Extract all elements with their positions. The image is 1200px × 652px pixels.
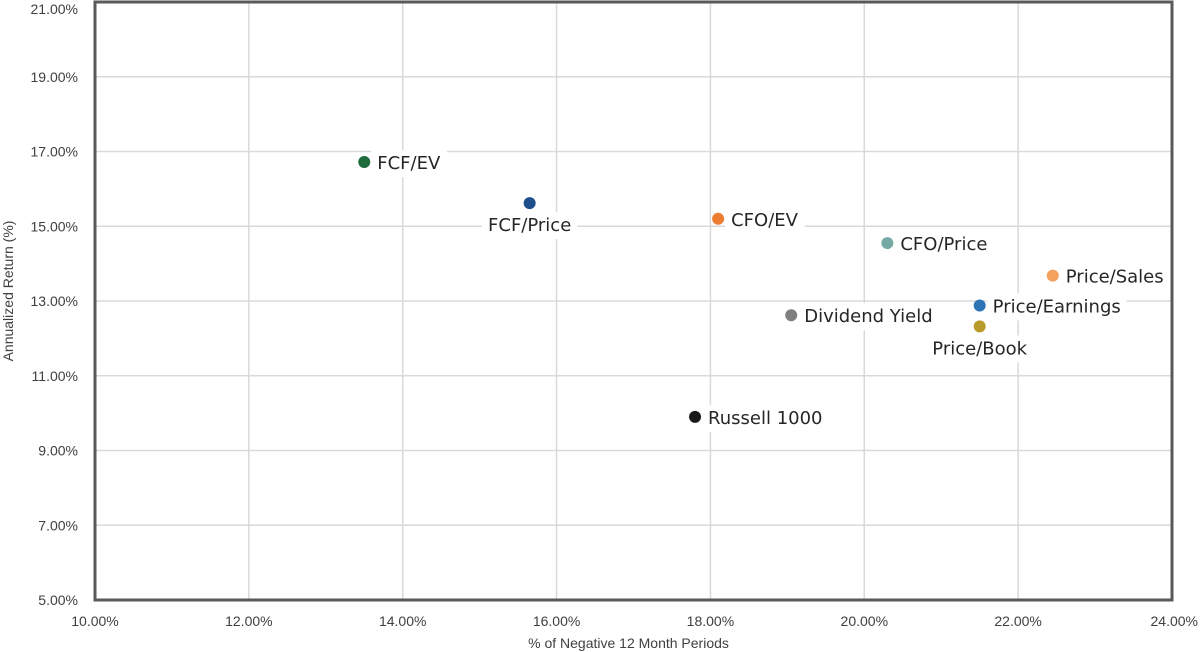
data-point: Price/Earnings — [973, 293, 1127, 321]
data-point-marker — [1046, 269, 1059, 282]
y-tick-label: 7.00% — [38, 517, 78, 533]
x-tick-label: 16.00% — [533, 613, 580, 629]
data-point: Russell 1000 — [689, 404, 829, 432]
data-point-label-background — [1059, 263, 1170, 291]
y-tick-label: 5.00% — [38, 592, 78, 608]
data-point-marker — [881, 237, 894, 250]
data-point-marker — [973, 320, 986, 333]
data-point: Price/Book — [926, 320, 1034, 363]
y-tick-label: 11.00% — [32, 368, 78, 384]
x-tick-label: 10.00% — [71, 613, 118, 629]
data-point-marker — [689, 410, 702, 423]
data-point-label: CFO/EV — [731, 210, 799, 231]
data-point-marker — [973, 299, 986, 312]
data-point: Dividend Yield — [785, 303, 939, 331]
data-point-label: Russell 1000 — [708, 408, 822, 429]
x-axis-title: % of Negative 12 Month Periods — [528, 635, 729, 651]
x-tick-label: 22.00% — [994, 613, 1041, 629]
data-point-label: Dividend Yield — [804, 306, 932, 327]
x-tick-label: 18.00% — [687, 613, 734, 629]
y-axis-title: Annualized Return (%) — [0, 221, 16, 362]
data-point-label: Price/Book — [932, 338, 1027, 359]
x-tick-label: 20.00% — [841, 613, 888, 629]
x-tick-label: 14.00% — [379, 613, 426, 629]
data-point: CFO/EV — [712, 206, 805, 234]
data-point: Price/Sales — [1046, 263, 1170, 291]
data-point-label: Price/Sales — [1066, 267, 1164, 288]
data-point-label-background — [926, 335, 1034, 363]
data-point-label-background — [986, 293, 1127, 321]
data-point: CFO/Price — [881, 231, 994, 259]
data-point: FCF/EV — [358, 149, 447, 177]
data-point-label-background — [894, 231, 994, 259]
data-point-marker — [785, 309, 798, 322]
data-point-label-background — [371, 149, 447, 177]
x-axis-ticks: 10.00% 12.00% 14.00% 16.00% 18.00% 20.00% 22.0… — [71, 613, 1198, 629]
data-point-marker — [358, 155, 371, 168]
y-tick-label: 21.00% — [31, 1, 78, 17]
data-point-label: FCF/EV — [377, 153, 441, 174]
data-point-label: CFO/Price — [900, 234, 987, 255]
y-tick-label: 9.00% — [38, 443, 78, 459]
data-point-label-background — [702, 404, 829, 432]
y-tick-label: 15.00% — [31, 218, 78, 234]
x-tick-label: 24.00% — [1151, 613, 1198, 629]
plot-area-border — [93, 0, 1174, 602]
x-tick-label: 12.00% — [225, 613, 272, 629]
data-point-label-background — [482, 212, 578, 240]
data-point-label: FCF/Price — [488, 215, 571, 236]
data-point: FCF/Price — [482, 197, 578, 240]
data-point-label: Price/Earnings — [993, 296, 1121, 317]
y-tick-label: 13.00% — [31, 293, 78, 309]
data-point-marker — [523, 197, 536, 210]
data-point-label-background — [725, 206, 805, 234]
data-point-marker — [712, 212, 725, 225]
y-tick-label: 17.00% — [31, 144, 78, 160]
y-axis-ticks: 5.00% 7.00% 9.00% 11.00% 13.00% 15.00% 17.00% 1… — [31, 1, 78, 608]
y-tick-label: 19.00% — [31, 69, 78, 85]
data-points: FCF/EV FCF/Price CFO/EV CFO/Price Price/Sale… — [358, 149, 1170, 432]
data-point-label-background — [798, 303, 939, 331]
